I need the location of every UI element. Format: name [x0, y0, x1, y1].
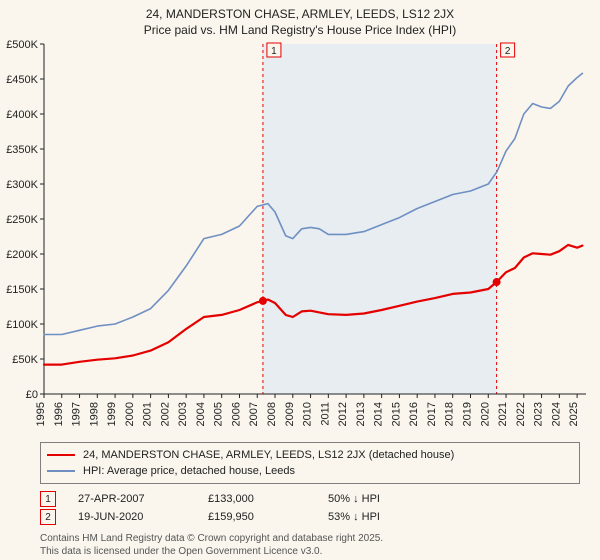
legend-row: 24, MANDERSTON CHASE, ARMLEY, LEEDS, LS1… [47, 447, 573, 463]
tx-date: 27-APR-2007 [78, 493, 208, 505]
y-tick-label: £200K [6, 249, 38, 261]
x-tick-label: 2020 [479, 402, 491, 426]
x-tick-label: 2025 [568, 402, 580, 426]
tx-pct: 53% ↓ HPI [328, 511, 448, 523]
x-tick-label: 1996 [53, 402, 65, 426]
x-tick-label: 2003 [177, 402, 189, 426]
x-tick-label: 2007 [248, 402, 260, 426]
chart-area: £0 £50K £100K £150K £200K £250K £300K £350K £400… [0, 38, 600, 438]
x-tick-label: 2010 [302, 402, 314, 426]
x-tick-label: 1995 [35, 402, 47, 426]
chart-svg: £0 £50K £100K £150K £200K £250K £300K £350K £400… [0, 38, 600, 438]
marker-badge-label: 1 [271, 46, 277, 57]
y-tick-label: £0 [26, 389, 38, 401]
y-tick-label: £50K [12, 354, 38, 366]
footer-line1: Contains HM Land Registry data © Crown c… [40, 532, 580, 545]
x-tick-label: 2019 [461, 402, 473, 426]
title-line1: 24, MANDERSTON CHASE, ARMLEY, LEEDS, LS1… [0, 6, 600, 22]
x-tick-label: 2001 [142, 402, 154, 426]
x-tick-label: 2000 [124, 402, 136, 426]
transaction-table: 1 27-APR-2007£133,00050% ↓ HPI 2 19-JUN-202… [40, 490, 580, 526]
title-line2: Price paid vs. HM Land Registry's House … [0, 22, 600, 38]
x-tick-label: 2015 [390, 402, 402, 426]
legend: 24, MANDERSTON CHASE, ARMLEY, LEEDS, LS1… [40, 442, 580, 484]
zoom-band [263, 44, 498, 394]
tx-pct: 50% ↓ HPI [328, 493, 448, 505]
x-tick-label: 2016 [408, 402, 420, 426]
chart-title: 24, MANDERSTON CHASE, ARMLEY, LEEDS, LS1… [0, 0, 600, 38]
marker-dot [493, 278, 501, 286]
x-tick-label: 2008 [266, 402, 278, 426]
tx-badge: 2 [40, 509, 56, 525]
table-row: 2 19-JUN-2020£159,95053% ↓ HPI [40, 508, 580, 526]
y-tick-label: £400K [6, 109, 38, 121]
x-tick-label: 2005 [213, 402, 225, 426]
marker-badge-label: 2 [505, 46, 511, 57]
y-tick-label: £500K [6, 39, 38, 51]
x-tick-label: 2012 [337, 402, 349, 426]
x-tick-label: 1998 [88, 402, 100, 426]
y-tick-label: £350K [6, 144, 38, 156]
x-tick-label: 2024 [550, 402, 562, 426]
legend-swatch [47, 470, 75, 472]
y-tick-label: £100K [6, 319, 38, 331]
x-tick-label: 2013 [355, 402, 367, 426]
table-row: 1 27-APR-2007£133,00050% ↓ HPI [40, 490, 580, 508]
x-tick-label: 2014 [373, 402, 385, 426]
x-tick-label: 2009 [284, 402, 296, 426]
footer-attribution: Contains HM Land Registry data © Crown c… [40, 532, 580, 558]
x-tick-label: 2018 [444, 402, 456, 426]
tx-price: £159,950 [208, 511, 328, 523]
x-tick-label: 2004 [195, 402, 207, 426]
legend-label: 24, MANDERSTON CHASE, ARMLEY, LEEDS, LS1… [83, 449, 454, 461]
x-tick-label: 2017 [426, 402, 438, 426]
x-tick-label: 1999 [106, 402, 118, 426]
tx-price: £133,000 [208, 493, 328, 505]
legend-row: HPI: Average price, detached house, Leed… [47, 463, 573, 479]
x-tick-label: 2006 [230, 402, 242, 426]
legend-swatch [47, 454, 75, 456]
marker-dot [259, 297, 267, 305]
y-tick-label: £450K [6, 74, 38, 86]
tx-badge: 1 [40, 491, 56, 507]
y-tick-label: £150K [6, 284, 38, 296]
y-tick-label: £250K [6, 214, 38, 226]
x-tick-label: 1997 [71, 402, 83, 426]
legend-label: HPI: Average price, detached house, Leed… [83, 465, 295, 477]
tx-date: 19-JUN-2020 [78, 511, 208, 523]
x-tick-label: 2023 [533, 402, 545, 426]
x-tick-label: 2011 [319, 402, 331, 426]
x-tick-label: 2021 [497, 402, 509, 426]
footer-line2: This data is licensed under the Open Gov… [40, 545, 580, 558]
y-tick-label: £300K [6, 179, 38, 191]
x-tick-label: 2002 [159, 402, 171, 426]
x-tick-label: 2022 [515, 402, 527, 426]
